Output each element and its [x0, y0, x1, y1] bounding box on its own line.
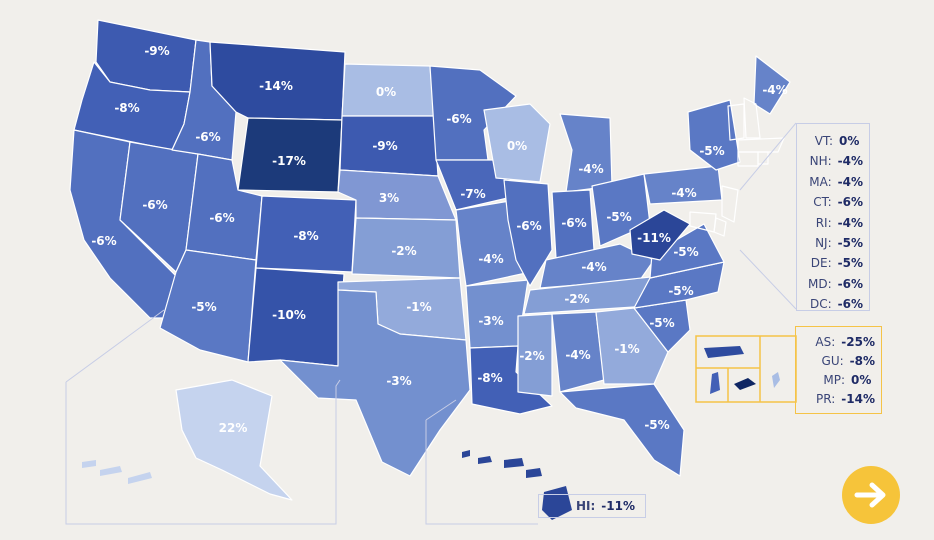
alaska-islands [82, 460, 152, 484]
state-MD [689, 211, 717, 233]
ne-row-nh: NH: -4% [797, 151, 869, 171]
ne-code: MA: [809, 174, 832, 189]
state-KY [539, 243, 655, 289]
ne-value: 0% [839, 134, 860, 148]
state-IN [551, 189, 595, 259]
terr-value: -25% [841, 335, 875, 349]
ne-row-ma: MA: -4% [797, 172, 869, 192]
ne-code: NH: [809, 154, 832, 169]
state-WY [237, 117, 343, 193]
state-MA [737, 137, 785, 153]
ak-inset-frame [65, 309, 341, 525]
ne-row-md: MD: -6% [797, 274, 869, 294]
state-NE [337, 169, 457, 221]
terr-row-gu: GU: -8% [796, 352, 881, 371]
state-IL [503, 179, 553, 287]
state-ME [753, 55, 791, 115]
territories-values-panel: AS: -25% GU: -8% MP: 0% PR: -14% [795, 326, 882, 414]
ne-code: DE: [810, 256, 832, 271]
ne-value: -6% [837, 297, 863, 312]
ne-code: VT: [814, 134, 833, 148]
mp-island [772, 372, 780, 388]
ne-row-nj: NJ: -5% [797, 233, 869, 253]
state-AZ [159, 249, 257, 363]
state-KS [351, 217, 461, 279]
ne-value: -5% [837, 236, 863, 251]
ne-value: -5% [837, 256, 863, 271]
state-NJ [721, 185, 739, 223]
state-MS [517, 313, 553, 397]
state-NM [247, 267, 345, 367]
terr-value: -14% [841, 392, 875, 406]
state-AK [175, 379, 293, 501]
ne-row-de: DE: -5% [797, 253, 869, 273]
state-RI [757, 151, 769, 165]
state-CO [255, 195, 357, 273]
territories-inset [695, 335, 797, 403]
ne-value: -4% [837, 215, 863, 230]
ne-row-ri: RI: -4% [797, 213, 869, 233]
ne-connector [739, 122, 797, 310]
ne-code: DC: [809, 297, 832, 312]
hi-value: -11% [601, 499, 635, 513]
state-WA [95, 19, 197, 93]
state-PA [643, 165, 723, 205]
pr-island [704, 346, 744, 358]
northeast-values-panel: VT: 0% NH: -4% MA: -4% CT: -6% RI: -4% NJ: -5%… [796, 123, 870, 311]
state-MI [559, 113, 613, 193]
state-WI [483, 103, 551, 183]
state-VT [727, 103, 745, 141]
state-FL [559, 383, 685, 477]
ne-code: MD: [808, 276, 832, 291]
terr-row-mp: MP: 0% [796, 371, 881, 390]
hawaii-value-panel: HI: -11% [538, 494, 646, 518]
state-ND [341, 63, 435, 117]
ne-code: CT: [813, 195, 832, 210]
terr-code: GU: [821, 354, 844, 368]
next-button[interactable] [842, 466, 900, 524]
ne-code: NJ: [815, 236, 832, 251]
as-island [734, 378, 756, 390]
terr-value: 0% [851, 373, 872, 387]
terr-code: AS: [815, 335, 836, 349]
state-SD [339, 115, 439, 177]
ne-row-vt: VT: 0% [797, 131, 869, 151]
arrow-right-icon [854, 482, 886, 508]
state-TX [279, 289, 471, 477]
ne-row-ct: CT: -6% [797, 192, 869, 212]
state-GA [595, 307, 669, 385]
state-HI-islands [462, 450, 572, 520]
ne-value: -6% [837, 195, 863, 210]
state-VA [649, 223, 725, 279]
state-NY [687, 99, 741, 171]
hi-code: HI: [575, 499, 596, 513]
terr-code: MP: [823, 373, 845, 387]
state-NH [743, 97, 761, 139]
terr-row-pr: PR: -14% [796, 390, 881, 409]
guam-island [710, 372, 720, 394]
state-CT [737, 151, 759, 167]
ne-code: RI: [815, 215, 832, 230]
terr-code: PR: [816, 392, 836, 406]
ne-value: -4% [837, 174, 863, 189]
ne-row-dc: DC: -6% [797, 294, 869, 314]
ne-value: -4% [837, 154, 863, 169]
hi-inset-frame [425, 399, 538, 525]
terr-row-as: AS: -25% [796, 333, 881, 352]
terr-value: -8% [849, 354, 875, 368]
state-AL [551, 311, 605, 393]
ne-value: -6% [837, 276, 863, 291]
state-WV [629, 209, 691, 261]
